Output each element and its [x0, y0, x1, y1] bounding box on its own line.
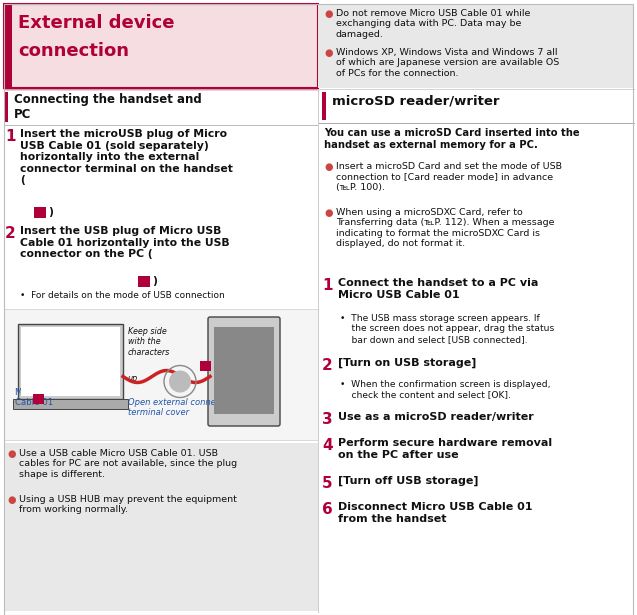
- Text: Open external connector
terminal cover: Open external connector terminal cover: [128, 398, 233, 418]
- Text: 1: 1: [203, 362, 208, 368]
- Bar: [322, 92, 326, 120]
- Bar: [138, 276, 150, 287]
- Text: 4: 4: [322, 438, 333, 453]
- Bar: [214, 327, 274, 414]
- Text: 3: 3: [322, 412, 333, 427]
- Text: Disconnect Micro USB Cable 01
from the handset: Disconnect Micro USB Cable 01 from the h…: [338, 502, 533, 523]
- Bar: [200, 361, 211, 371]
- Text: 2: 2: [141, 277, 147, 286]
- Text: 2: 2: [36, 395, 41, 401]
- Text: connection: connection: [18, 42, 129, 60]
- Bar: [13, 399, 128, 409]
- Bar: [18, 324, 123, 399]
- FancyBboxPatch shape: [208, 317, 280, 426]
- Text: 1: 1: [5, 129, 15, 144]
- Text: [Turn on USB storage]: [Turn on USB storage]: [338, 358, 476, 368]
- Text: 6: 6: [322, 502, 333, 517]
- Text: [Turn off USB storage]: [Turn off USB storage]: [338, 476, 478, 486]
- Bar: [34, 207, 46, 218]
- Text: 1: 1: [38, 208, 43, 217]
- Text: Perform secure hardware removal
on the PC after use: Perform secure hardware removal on the P…: [338, 438, 552, 459]
- Text: up: up: [128, 374, 138, 383]
- Bar: [4, 4, 318, 88]
- Text: 2: 2: [5, 226, 16, 241]
- Text: Using a USB HUB may prevent the equipment
from working normally.: Using a USB HUB may prevent the equipmen…: [19, 495, 237, 514]
- Text: Use a USB cable Micro USB Cable 01. USB
cables for PC are not available, since t: Use a USB cable Micro USB Cable 01. USB …: [19, 449, 237, 479]
- Text: •  When the confirmation screen is displayed,
    check the content and select [: • When the confirmation screen is displa…: [340, 380, 550, 399]
- Text: Do not remove Micro USB Cable 01 while
exchanging data with PC. Data may be
dama: Do not remove Micro USB Cable 01 while e…: [336, 9, 531, 39]
- Text: ): ): [48, 207, 53, 217]
- Text: ●: ●: [324, 208, 333, 218]
- Circle shape: [169, 370, 191, 392]
- Text: ●: ●: [324, 9, 333, 19]
- Bar: [4, 4, 12, 88]
- Text: 2: 2: [322, 358, 333, 373]
- Text: ●: ●: [7, 495, 15, 505]
- Text: Insert the microUSB plug of Micro
USB Cable 01 (sold separately)
horizontally in: Insert the microUSB plug of Micro USB Ca…: [20, 129, 233, 185]
- Text: Micro USB
Cable 01: Micro USB Cable 01: [15, 388, 59, 407]
- Text: ●: ●: [7, 449, 15, 459]
- Text: External device: External device: [18, 14, 175, 32]
- Text: •  For details on the mode of USB connection: • For details on the mode of USB connect…: [20, 291, 225, 300]
- Text: Insert a microSD Card and set the mode of USB
connection to [Card reader mode] i: Insert a microSD Card and set the mode o…: [336, 162, 562, 192]
- Bar: [4, 309, 318, 440]
- Text: Windows XP, Windows Vista and Windows 7 all
of which are Japanese version are av: Windows XP, Windows Vista and Windows 7 …: [336, 48, 559, 78]
- Text: ●: ●: [324, 48, 333, 58]
- Text: Connecting the handset and
PC: Connecting the handset and PC: [14, 93, 202, 121]
- Text: Use as a microSD reader/writer: Use as a microSD reader/writer: [338, 412, 534, 422]
- Text: Keep side
with the
characters: Keep side with the characters: [128, 327, 170, 357]
- Bar: [4, 92, 8, 122]
- Text: microSD reader/writer: microSD reader/writer: [332, 94, 499, 107]
- Text: 5: 5: [322, 476, 333, 491]
- Text: •  The USB mass storage screen appears. If
    the screen does not appear, drag : • The USB mass storage screen appears. I…: [340, 314, 554, 344]
- Text: 1: 1: [322, 278, 333, 293]
- Bar: [21, 327, 120, 396]
- Bar: [33, 394, 44, 404]
- Text: You can use a microSD Card inserted into the
handset as external memory for a PC: You can use a microSD Card inserted into…: [324, 128, 580, 149]
- Text: When using a microSDXC Card, refer to
Transferring data (℡P. 112). When a messag: When using a microSDXC Card, refer to Tr…: [336, 208, 554, 248]
- Text: Insert the USB plug of Micro USB
Cable 01 horizontally into the USB
connector on: Insert the USB plug of Micro USB Cable 0…: [20, 226, 229, 259]
- Bar: [318, 4, 633, 88]
- Text: ●: ●: [324, 162, 333, 172]
- Bar: [4, 443, 318, 611]
- Text: ): ): [152, 276, 157, 286]
- Text: Connect the handset to a PC via
Micro USB Cable 01: Connect the handset to a PC via Micro US…: [338, 278, 538, 300]
